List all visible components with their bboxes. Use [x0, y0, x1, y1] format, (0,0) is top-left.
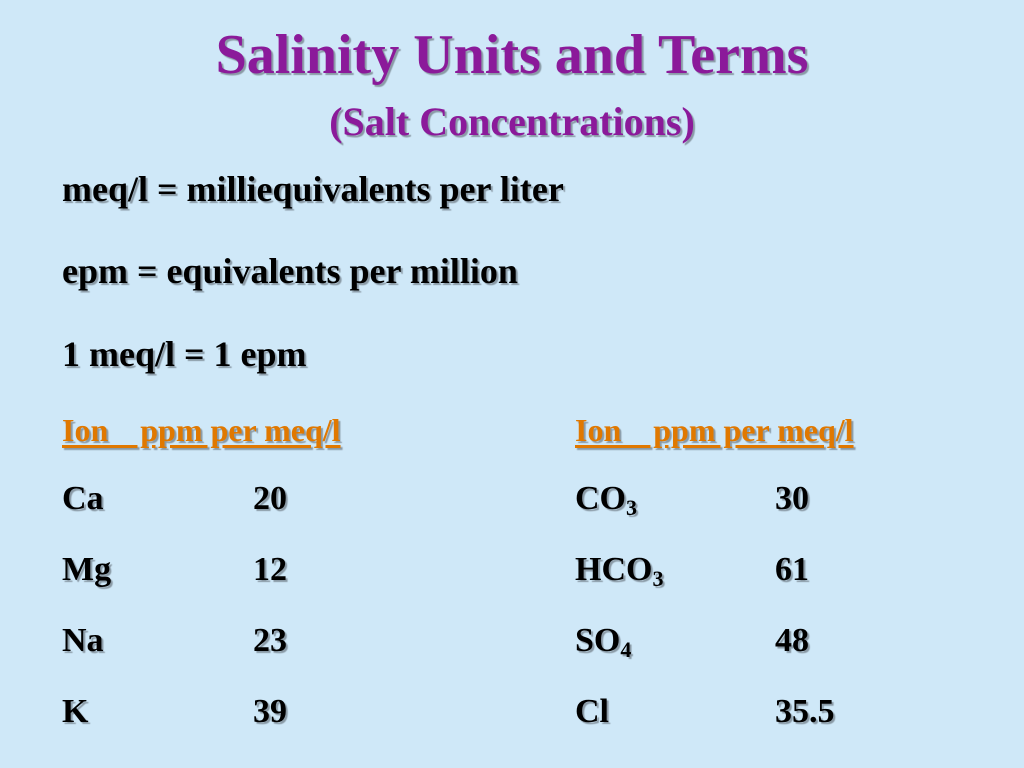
ion-name: Ca — [62, 478, 104, 520]
ion-value: 23 — [253, 622, 287, 659]
ion-name: SO4 — [575, 620, 631, 662]
right-table-header: Ion ppm per meq/l — [575, 412, 854, 448]
ion-symbol: Mg — [62, 551, 112, 588]
ion-symbol: Cl — [575, 693, 609, 730]
ion-value: 35.5 — [775, 693, 835, 730]
ion-name: Mg — [62, 549, 111, 591]
left-table-header: Ion ppm per meq/l — [62, 412, 341, 448]
ion-value: 48 — [775, 622, 809, 659]
ion-value: 30 — [775, 480, 809, 517]
ion-subscript: 3 — [652, 566, 664, 591]
ion-subscript: 4 — [620, 637, 632, 662]
ion-symbol: CO — [575, 480, 626, 517]
ion-symbol: Ca — [62, 480, 104, 517]
ion-symbol: SO — [575, 622, 621, 659]
ion-name: Cl — [575, 691, 609, 733]
ion-value: 12 — [253, 551, 287, 588]
slide-title: Salinity Units and Terms — [215, 24, 809, 86]
ion-name: Na — [62, 620, 104, 662]
ion-symbol: K — [62, 693, 89, 730]
ion-value: 61 — [775, 551, 809, 588]
slide-subtitle: (Salt Concentrations) — [329, 99, 695, 144]
ion-value: 39 — [253, 693, 287, 730]
ion-name: K — [62, 691, 88, 733]
ion-symbol: HCO — [575, 551, 653, 588]
ion-subscript: 3 — [626, 495, 637, 520]
definition-equivalence: 1 meq/l = 1 epm — [62, 334, 307, 374]
ion-value: 20 — [253, 480, 287, 517]
ion-name: HCO3 — [575, 549, 663, 591]
ion-symbol: Na — [62, 622, 104, 659]
ion-name: CO3 — [575, 478, 637, 520]
definition-meq: meq/l = milliequivalents per liter — [62, 169, 564, 209]
definition-epm: epm = equivalents per million — [62, 251, 518, 291]
